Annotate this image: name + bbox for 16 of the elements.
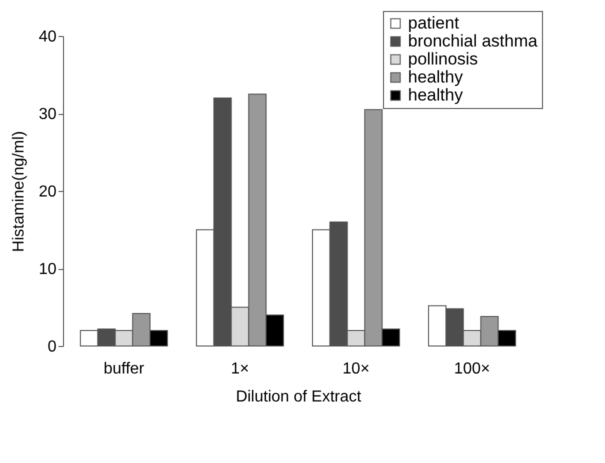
x-tick-label: buffer [104, 360, 145, 378]
y-tick-label: 10 [38, 261, 57, 278]
y-tick-label: 30 [38, 106, 57, 123]
y-axis-title: Histamine(ng/ml) [10, 131, 28, 252]
x-axis-title: Dilution of Extract [236, 388, 362, 406]
x-tick-label: 100× [454, 360, 490, 378]
legend-label: pollinosis [408, 50, 478, 68]
x-tick-label: 1× [230, 360, 250, 378]
legend-label: patient [408, 14, 460, 32]
legend-label: healthy [408, 86, 464, 104]
legend-label: healthy [408, 68, 464, 86]
x-tick-label: 10× [342, 360, 370, 378]
y-tick-label: 40 [38, 28, 57, 46]
legend-label: bronchial asthma [408, 32, 538, 50]
y-tick-label: 0 [48, 338, 57, 356]
y-tick-label: 20 [38, 184, 57, 200]
